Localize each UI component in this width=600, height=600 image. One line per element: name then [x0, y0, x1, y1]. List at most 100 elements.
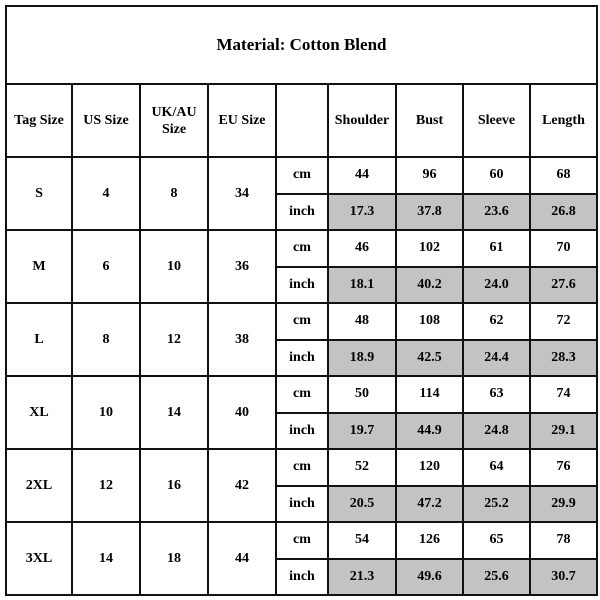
shoulder-inch-cell: 17.3 [327, 192, 397, 231]
size-row-inch: inch 21.3 49.6 25.6 30.7 [6, 557, 598, 596]
header-us-size: US Size [71, 83, 141, 158]
unit-inch-cell: inch [275, 484, 329, 523]
unit-inch-cell: inch [275, 265, 329, 304]
uk-au-size-cell: 18 [139, 521, 209, 596]
sleeve-inch-cell: 24.8 [462, 411, 531, 450]
tag-size-cell: 3XL [5, 521, 73, 596]
bust-cm-cell: 102 [395, 229, 464, 268]
bust-cm-cell: 96 [395, 156, 464, 195]
uk-au-size-cell: 14 [139, 375, 209, 450]
bust-cm-cell: 108 [395, 302, 464, 341]
chart-title: Material: Cotton Blend [5, 5, 598, 85]
sleeve-cm-cell: 65 [462, 521, 531, 560]
shoulder-inch-cell: 21.3 [327, 557, 397, 596]
us-size-cell: 10 [71, 375, 141, 450]
header-unit [275, 83, 329, 158]
size-row-cm: S 4 8 34 cm 44 96 60 68 [5, 156, 598, 231]
eu-size-cell: 34 [207, 156, 277, 231]
uk-au-size-cell: 12 [139, 302, 209, 377]
length-cm-cell: 78 [529, 521, 598, 560]
length-inch-cell: 27.6 [529, 265, 598, 304]
size-row-inch: inch 19.7 44.9 24.8 29.1 [6, 411, 598, 450]
title-row: Material: Cotton Blend [5, 5, 598, 85]
shoulder-cm-cell: 46 [327, 229, 397, 268]
sleeve-inch-cell: 24.0 [462, 265, 531, 304]
eu-size-cell: 38 [207, 302, 277, 377]
size-row-inch: inch 20.5 47.2 25.2 29.9 [6, 484, 598, 523]
length-cm-cell: 74 [529, 375, 598, 414]
shoulder-cm-cell: 52 [327, 448, 397, 487]
bust-inch-cell: 47.2 [395, 484, 464, 523]
unit-inch-cell: inch [275, 338, 329, 377]
bust-inch-cell: 49.6 [395, 557, 464, 596]
bust-inch-cell: 42.5 [395, 338, 464, 377]
header-sleeve: Sleeve [462, 83, 531, 158]
length-inch-cell: 30.7 [529, 557, 598, 596]
size-row-cm: 2XL 12 16 42 cm 52 120 64 76 [5, 448, 598, 523]
shoulder-inch-cell: 19.7 [327, 411, 397, 450]
us-size-cell: 12 [71, 448, 141, 523]
header-row: Tag Size US Size UK/AU Size EU Size Shou… [5, 83, 598, 158]
sleeve-cm-cell: 64 [462, 448, 531, 487]
unit-inch-cell: inch [275, 557, 329, 596]
sleeve-cm-cell: 61 [462, 229, 531, 268]
sleeve-inch-cell: 24.4 [462, 338, 531, 377]
unit-cm-cell: cm [275, 448, 329, 487]
uk-au-size-cell: 16 [139, 448, 209, 523]
size-row-cm: XL 10 14 40 cm 50 114 63 74 [5, 375, 598, 450]
unit-inch-cell: inch [275, 192, 329, 231]
shoulder-inch-cell: 18.1 [327, 265, 397, 304]
eu-size-cell: 44 [207, 521, 277, 596]
unit-inch-cell: inch [275, 411, 329, 450]
header-tag-size: Tag Size [5, 83, 73, 158]
us-size-cell: 4 [71, 156, 141, 231]
size-row-cm: M 6 10 36 cm 46 102 61 70 [5, 229, 598, 304]
sleeve-cm-cell: 62 [462, 302, 531, 341]
tag-size-cell: L [5, 302, 73, 377]
shoulder-cm-cell: 54 [327, 521, 397, 560]
us-size-cell: 8 [71, 302, 141, 377]
size-row-cm: 3XL 14 18 44 cm 54 126 65 78 [5, 521, 598, 596]
uk-au-size-cell: 10 [139, 229, 209, 304]
unit-cm-cell: cm [275, 229, 329, 268]
us-size-cell: 14 [71, 521, 141, 596]
sleeve-inch-cell: 25.6 [462, 557, 531, 596]
sleeve-inch-cell: 23.6 [462, 192, 531, 231]
bust-inch-cell: 37.8 [395, 192, 464, 231]
length-inch-cell: 28.3 [529, 338, 598, 377]
tag-size-cell: 2XL [5, 448, 73, 523]
tag-size-cell: S [5, 156, 73, 231]
unit-cm-cell: cm [275, 375, 329, 414]
header-length: Length [529, 83, 598, 158]
eu-size-cell: 36 [207, 229, 277, 304]
shoulder-cm-cell: 48 [327, 302, 397, 341]
length-cm-cell: 72 [529, 302, 598, 341]
length-cm-cell: 70 [529, 229, 598, 268]
unit-cm-cell: cm [275, 156, 329, 195]
eu-size-cell: 40 [207, 375, 277, 450]
tag-size-cell: M [5, 229, 73, 304]
bust-inch-cell: 44.9 [395, 411, 464, 450]
shoulder-inch-cell: 20.5 [327, 484, 397, 523]
bust-cm-cell: 120 [395, 448, 464, 487]
header-uk-au-size: UK/AU Size [139, 83, 209, 158]
header-bust: Bust [395, 83, 464, 158]
unit-cm-cell: cm [275, 302, 329, 341]
bust-cm-cell: 114 [395, 375, 464, 414]
shoulder-cm-cell: 50 [327, 375, 397, 414]
sleeve-cm-cell: 60 [462, 156, 531, 195]
size-chart-table: Material: Cotton Blend Tag Size US Size … [5, 5, 598, 596]
shoulder-cm-cell: 44 [327, 156, 397, 195]
bust-inch-cell: 40.2 [395, 265, 464, 304]
size-row-inch: inch 18.1 40.2 24.0 27.6 [6, 265, 598, 304]
size-row-inch: inch 18.9 42.5 24.4 28.3 [6, 338, 598, 377]
size-row-inch: inch 17.3 37.8 23.6 26.8 [6, 192, 598, 231]
size-row-cm: L 8 12 38 cm 48 108 62 72 [5, 302, 598, 377]
header-shoulder: Shoulder [327, 83, 397, 158]
length-cm-cell: 76 [529, 448, 598, 487]
length-inch-cell: 29.9 [529, 484, 598, 523]
length-inch-cell: 26.8 [529, 192, 598, 231]
eu-size-cell: 42 [207, 448, 277, 523]
unit-cm-cell: cm [275, 521, 329, 560]
us-size-cell: 6 [71, 229, 141, 304]
